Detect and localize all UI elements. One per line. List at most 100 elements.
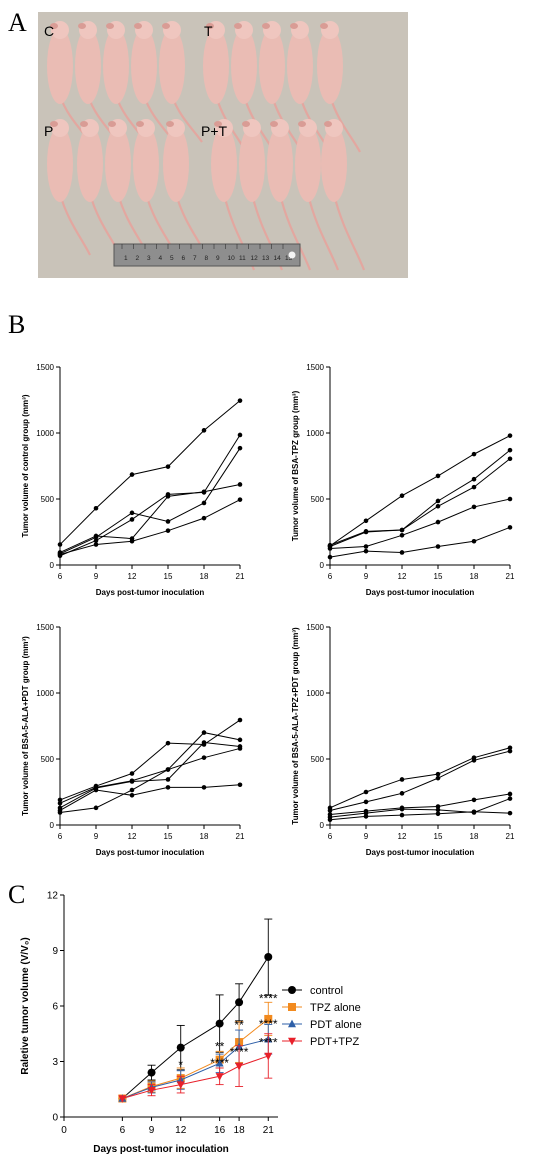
mouse-tail (332, 193, 366, 271)
data-point (215, 1058, 224, 1067)
mouse-body (131, 28, 157, 104)
series-line-5 (59, 499, 241, 555)
data-point (201, 730, 207, 735)
series-line-3 (59, 741, 241, 809)
mouse-body (211, 126, 237, 202)
data-point (327, 808, 333, 813)
mouse-ear (206, 23, 214, 29)
x-tick-label: 9 (94, 832, 99, 841)
data-point (93, 542, 99, 547)
data-point (363, 518, 369, 524)
x-tick-label: 21 (506, 832, 515, 841)
legend-label: PDT+TPZ (310, 1036, 359, 1048)
y-axis-label: Tumor volume of BSA-5-ALA-TPZ+PDT group … (291, 627, 300, 825)
series-line-5 (59, 747, 241, 813)
y-tick-label: 0 (52, 1113, 58, 1124)
ruler-number: 14 (274, 255, 282, 262)
ruler-number: 15 (285, 255, 293, 262)
data-point (201, 740, 207, 745)
series-line-3 (329, 793, 511, 815)
mouse-ear (136, 121, 144, 127)
ruler-number: 12 (251, 255, 259, 262)
data-point (507, 447, 513, 453)
series-line-5 (329, 526, 511, 558)
ruler-number: 6 (182, 255, 186, 262)
legend-marker (288, 986, 296, 994)
data-point (507, 525, 513, 530)
data-point (435, 498, 441, 504)
data-point (129, 787, 135, 793)
y-tick-label: 0 (50, 561, 55, 570)
data-point (471, 809, 477, 815)
mouse-c-2 (75, 21, 119, 143)
mouse-body (231, 28, 257, 104)
data-point (399, 777, 405, 782)
data-point (507, 796, 513, 801)
data-point (363, 799, 369, 805)
y-tick-label: 6 (52, 1002, 58, 1013)
data-point (363, 810, 369, 816)
panel-c-label: C (8, 880, 26, 909)
data-point (129, 538, 135, 544)
data-point (201, 515, 207, 521)
data-point (93, 805, 99, 811)
ruler-number: 10 (228, 255, 236, 262)
data-point (507, 748, 513, 754)
data-point (399, 550, 405, 555)
data-point (235, 1062, 244, 1071)
data-point (264, 1014, 273, 1023)
x-tick-label: 21 (236, 572, 245, 581)
data-point (165, 492, 171, 497)
ruler-number: 8 (205, 255, 209, 262)
y-tick-label: 500 (311, 755, 325, 764)
mouse-body (47, 126, 73, 202)
x-tick-label: 0 (61, 1125, 67, 1136)
ruler-number: 13 (262, 255, 270, 262)
series-line-2 (329, 750, 511, 811)
data-point (327, 542, 333, 548)
data-point (93, 538, 99, 543)
panel-a-label: A (8, 8, 27, 37)
relative-tumor-volume-chart: 0 3 6 9 12 0 6 9 12 16 18 21 Days post-tumor inocula… (20, 891, 362, 1156)
control-group-chart: 0 500 1000 1500 6 9 12 15 18 21 Days post-tumor in… (21, 363, 245, 597)
x-tick-label: 6 (120, 1125, 126, 1136)
data-point (147, 1068, 156, 1077)
mouse-ear (50, 121, 58, 127)
x-tick-label: 21 (263, 1125, 275, 1136)
data-point (176, 1043, 185, 1052)
x-tick-label: 21 (506, 572, 515, 581)
mouse-body (239, 126, 265, 202)
data-point (215, 1073, 224, 1081)
series-line-4 (59, 447, 241, 555)
data-point (165, 777, 171, 782)
significance-marker: ** (215, 1039, 225, 1053)
data-point (399, 806, 405, 812)
data-point (57, 552, 63, 557)
significance-marker: **** (259, 1036, 278, 1050)
series-line-4 (122, 1055, 269, 1099)
y-tick-label: 1000 (306, 429, 324, 438)
data-point (507, 433, 513, 438)
data-point (327, 554, 333, 560)
mouse-body (259, 28, 285, 104)
data-point (118, 1095, 127, 1103)
mouse-body (317, 28, 343, 104)
series-line-1 (329, 747, 511, 809)
data-point (264, 952, 273, 961)
data-point (165, 519, 171, 524)
mouse-body (321, 126, 347, 202)
series-line-4 (59, 784, 241, 811)
mouse-c-4 (131, 21, 175, 143)
x-tick-label: 15 (164, 572, 173, 581)
data-point (235, 998, 244, 1007)
y-axis-label: Raletive tumor volume (V/V₀) (20, 937, 31, 1074)
data-point (57, 542, 63, 547)
x-tick-label: 18 (200, 572, 209, 581)
data-point (399, 493, 405, 498)
data-point (399, 791, 405, 796)
x-tick-label: 18 (470, 832, 479, 841)
data-point (147, 1086, 156, 1095)
mouse-body (103, 28, 129, 104)
legend-label: TPZ alone (310, 1002, 361, 1014)
mouse-pt-3 (267, 119, 312, 271)
